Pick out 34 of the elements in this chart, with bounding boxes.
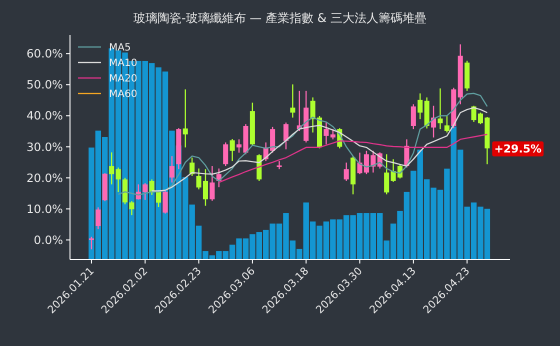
candlestick [384,154,390,195]
candlestick [162,190,168,214]
annotation: +29.5% [492,141,544,156]
candlestick [88,236,94,250]
candlestick [418,92,423,120]
candlestick [122,177,128,205]
candlestick [438,88,443,130]
y-tick-label: 30.0% [26,140,64,154]
candlestick [109,152,114,185]
candlestick [444,115,450,134]
candlestick [324,122,329,145]
y-tick-label: 60.0% [26,46,64,61]
y-tick-label: 0.0% [34,232,64,247]
candlestick [344,162,349,182]
candlestick [129,200,134,216]
candlestick [283,122,288,150]
y-tick-label: 20.0% [26,170,64,185]
candlestick [169,156,174,184]
candlestick [116,166,121,193]
candlestick [96,206,101,230]
y-tick-label: 40.0% [26,108,64,123]
candlestick [230,138,235,162]
candlestick [410,104,416,130]
legend-label: MA5 [109,42,131,54]
candlestick [276,160,282,170]
chart-title: 玻璃陶瓷-玻璃纖維布 — 產業指數 & 三大法人籌碼堆疊 [134,11,426,25]
candlestick [142,182,148,200]
candlestick [290,84,296,118]
y-tick-label: 50.0% [26,78,64,92]
candlestick [223,142,228,167]
y-tick-label: 10.0% [26,202,64,216]
candlestick [182,88,188,148]
candlestick [210,165,215,202]
candlestick [330,128,336,140]
